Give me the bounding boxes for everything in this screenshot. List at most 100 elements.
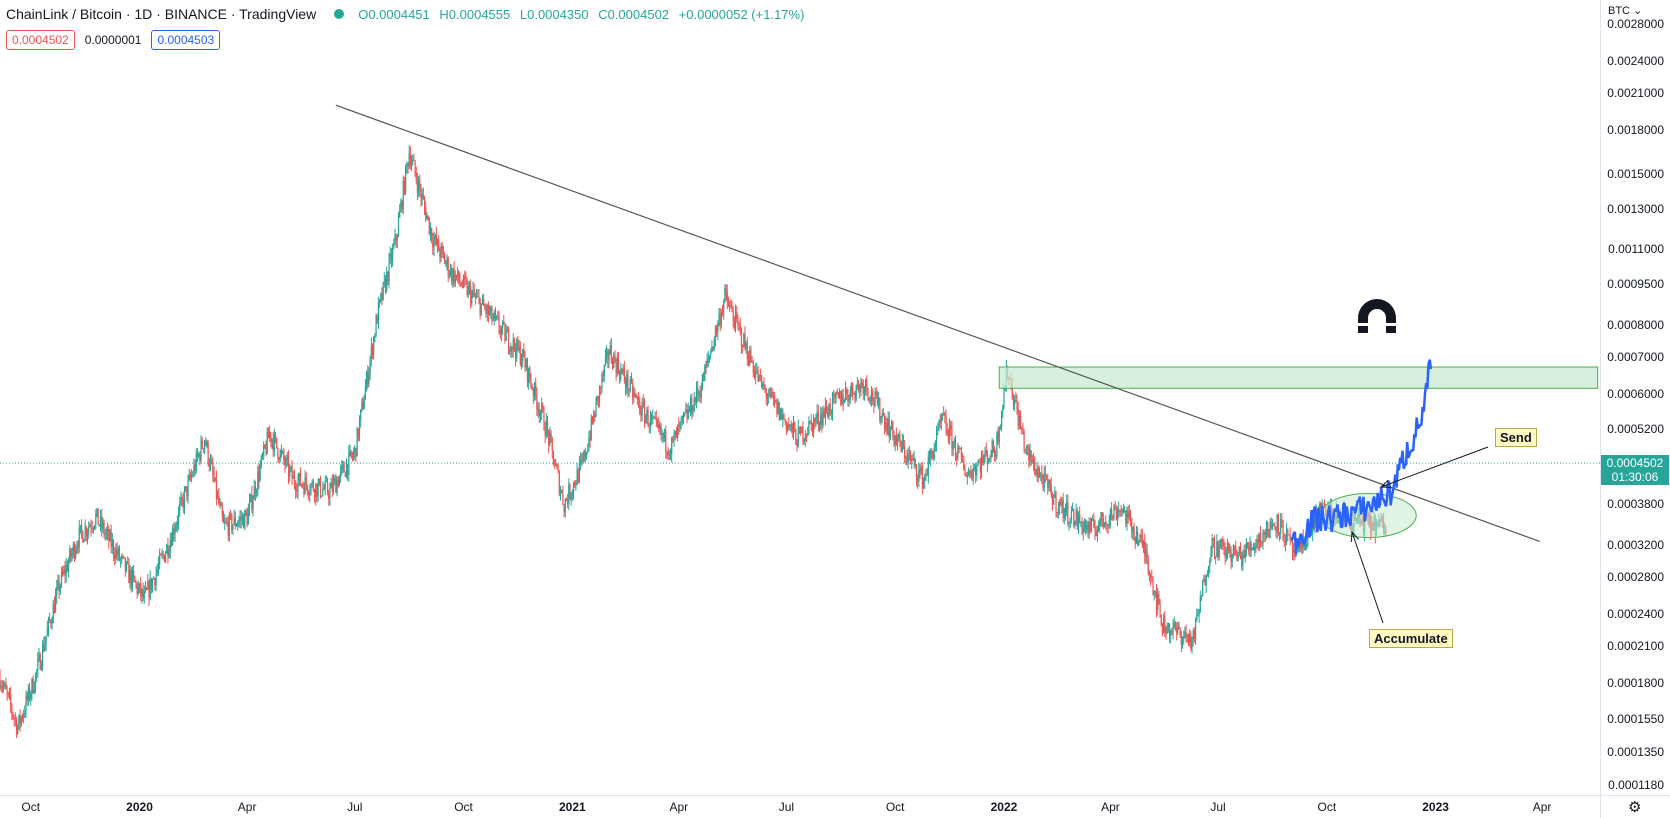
time-axis[interactable]: Oct 2020 Apr Jul Oct 2021 Apr Jul Oct 2022 Apr Jul O… xyxy=(0,795,1600,818)
candle-body xyxy=(655,417,657,420)
candle-body xyxy=(1062,499,1064,518)
candle-body xyxy=(84,527,86,540)
candle-body xyxy=(226,522,228,524)
candle-body xyxy=(1202,581,1204,597)
candle-body xyxy=(978,462,980,464)
candle-body xyxy=(975,467,977,476)
candle-body xyxy=(1135,531,1138,544)
candle-body xyxy=(364,386,367,400)
candle-body xyxy=(710,352,712,356)
time-tick-label: Apr xyxy=(1101,800,1120,814)
candle-body xyxy=(945,415,947,430)
candle-body xyxy=(1092,518,1094,521)
candle-body xyxy=(310,484,312,493)
candle-body xyxy=(1121,508,1123,512)
candle-body xyxy=(999,426,1002,430)
time-tick-label: Oct xyxy=(885,800,905,814)
price-axis[interactable]: 0.0028000 0.0024000 0.0021000 0.0018000 0.00… xyxy=(1600,0,1670,795)
candle-body xyxy=(629,379,631,390)
magnet-icon xyxy=(1358,299,1396,333)
candle-body xyxy=(1025,446,1028,450)
candle-body xyxy=(1226,542,1229,554)
candle-body xyxy=(440,245,442,258)
candle-body xyxy=(591,417,594,423)
candle-body xyxy=(257,471,259,491)
candle-body xyxy=(231,514,233,531)
magnet-gap-left xyxy=(1358,323,1368,326)
candle-body xyxy=(939,420,941,424)
candle-body xyxy=(317,483,319,497)
currency-selector[interactable]: BTC ⌄ xyxy=(1608,4,1642,17)
symbol-title[interactable]: ChainLink / Bitcoin · 1D · BINANCE · Tra… xyxy=(6,6,317,22)
candle-body xyxy=(906,457,908,462)
gear-icon[interactable]: ⚙ xyxy=(1628,799,1642,816)
candle-body xyxy=(1235,547,1237,555)
time-tick-label: Apr xyxy=(237,800,257,814)
buy-button[interactable]: 0.0004503 xyxy=(151,30,221,50)
candle-body xyxy=(711,346,713,353)
candle-body xyxy=(250,494,252,502)
candle-body xyxy=(934,444,937,449)
candle-body xyxy=(457,270,459,277)
candle-body xyxy=(153,578,155,580)
candle-body xyxy=(979,462,981,472)
candle-body xyxy=(1205,576,1207,586)
candle-body xyxy=(1133,527,1135,537)
low-value: L0.0004350 xyxy=(519,6,589,22)
candle-body xyxy=(109,531,111,542)
candle-body xyxy=(996,432,998,457)
candle-body xyxy=(26,695,28,700)
candle-body xyxy=(904,446,906,459)
candle-body xyxy=(805,434,808,436)
candle-body xyxy=(977,462,979,466)
sell-button[interactable]: 0.0004502 xyxy=(6,30,75,50)
candle-body xyxy=(252,499,254,510)
candle-body xyxy=(266,431,268,454)
candle-body xyxy=(658,424,660,429)
candle-body xyxy=(376,316,378,324)
candle-body xyxy=(1211,538,1213,554)
candle-body xyxy=(374,336,376,338)
candle-body xyxy=(1129,512,1132,519)
candle-body xyxy=(1216,541,1218,557)
candle-body xyxy=(802,426,804,442)
candle-body xyxy=(583,450,585,461)
candle-body xyxy=(33,689,35,693)
candle-body xyxy=(768,396,770,398)
candle-body xyxy=(562,491,564,505)
spread-value: 0.0000001 xyxy=(84,33,142,47)
candle-body xyxy=(781,408,783,419)
candle-body xyxy=(1255,546,1257,548)
candle-body xyxy=(932,454,934,459)
candle-body xyxy=(648,426,650,428)
candle-body xyxy=(1242,552,1244,566)
candle-body xyxy=(1126,510,1128,524)
candle-body xyxy=(297,480,299,492)
candle-body xyxy=(501,321,504,329)
candle-body xyxy=(551,438,553,451)
candle-body xyxy=(1238,546,1240,554)
candle-body xyxy=(79,525,82,528)
candle-body xyxy=(588,438,590,450)
candle-body xyxy=(941,415,944,418)
candle-body xyxy=(254,485,257,495)
candle-body xyxy=(373,337,375,355)
time-tick-label: 2022 xyxy=(990,800,1018,814)
candle-body xyxy=(861,382,863,384)
candle-body xyxy=(622,368,624,373)
candle-body xyxy=(575,484,577,486)
candle-body xyxy=(616,358,618,374)
candle-body xyxy=(770,389,772,392)
accumulate-annotation[interactable]: Accumulate xyxy=(1369,629,1453,648)
send-annotation[interactable]: Send xyxy=(1495,428,1537,447)
price-chart[interactable] xyxy=(0,0,1600,795)
candle-body xyxy=(465,279,467,282)
candle-body xyxy=(92,527,95,529)
candle-body xyxy=(552,450,555,465)
candle-body xyxy=(895,435,897,445)
candle-body xyxy=(77,546,79,548)
candle-body xyxy=(447,258,449,276)
candle-body xyxy=(839,391,841,398)
candle-body xyxy=(742,346,744,348)
candle-body xyxy=(69,549,71,562)
